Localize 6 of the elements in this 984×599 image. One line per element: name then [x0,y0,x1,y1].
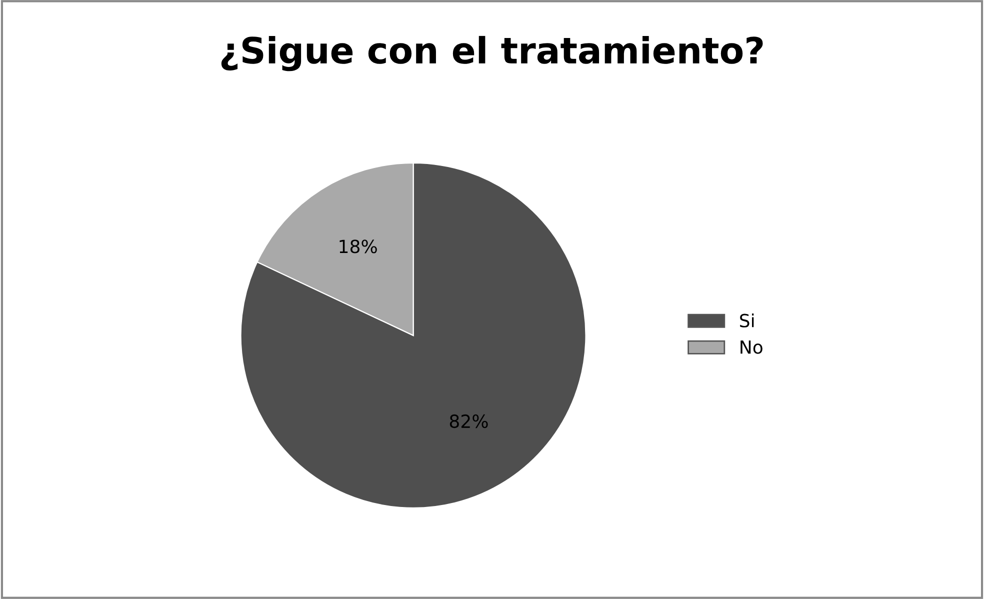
legend-label: No [740,340,762,354]
data-label: 18% [340,240,377,254]
legend-label: Si [740,313,754,328]
chart-title: ¿Sigue con el tratamiento? [221,36,763,72]
data-label: 82% [450,414,488,428]
pie-slice [240,162,586,509]
